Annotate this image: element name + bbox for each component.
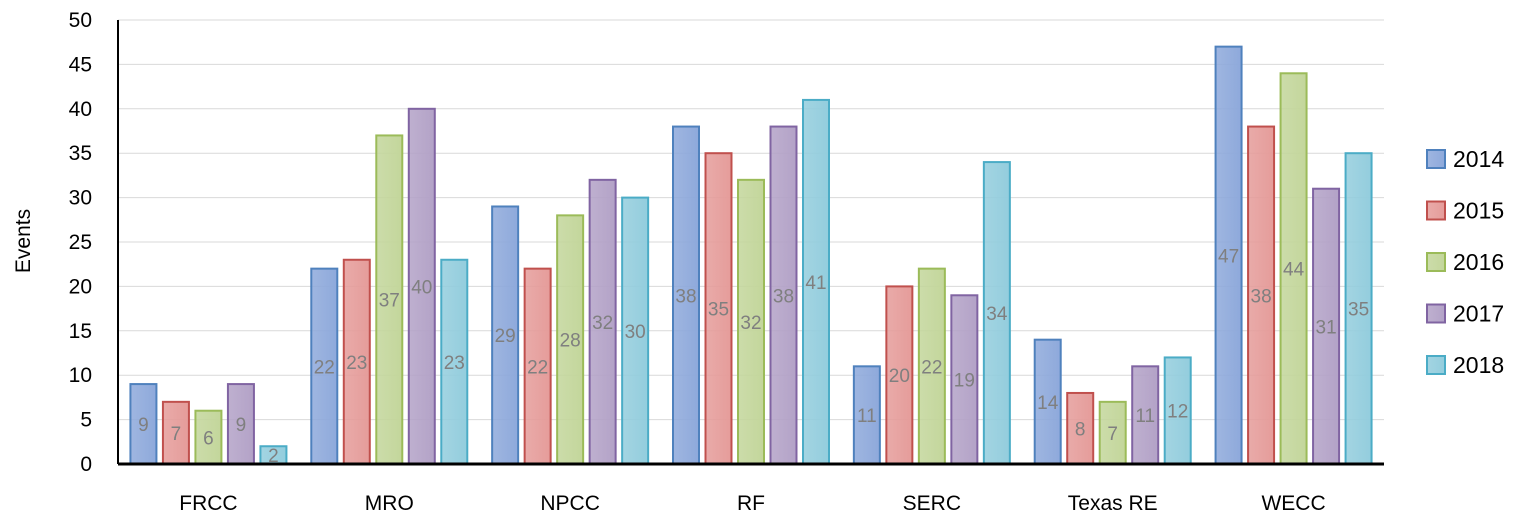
data-label: 31 xyxy=(1316,317,1337,338)
data-label: 11 xyxy=(857,406,877,427)
legend-label: 2014 xyxy=(1453,146,1504,172)
bar-texas-re-2018 xyxy=(1163,356,1192,465)
data-label: 28 xyxy=(560,331,581,352)
x-tick-label: Texas RE xyxy=(1068,492,1158,515)
bars xyxy=(129,45,1373,466)
data-label: 32 xyxy=(740,313,761,334)
bar-npcc-2015 xyxy=(523,267,552,466)
legend: 2014 2015 2016 2017 2018 xyxy=(1426,146,1504,378)
data-label: 35 xyxy=(708,300,729,321)
data-label: 14 xyxy=(1037,393,1059,414)
bar-npcc-2014 xyxy=(491,205,520,465)
y-tick-label: 50 xyxy=(69,9,92,32)
data-label: 38 xyxy=(675,286,696,307)
data-label: 40 xyxy=(411,277,432,298)
data-label: 47 xyxy=(1218,246,1239,267)
bar-serc-2018 xyxy=(982,161,1011,466)
data-label: 20 xyxy=(889,366,910,387)
bar-mro-2015 xyxy=(342,258,371,466)
bar-serc-2015 xyxy=(885,285,914,465)
bar-texas-re-2014 xyxy=(1033,338,1062,465)
legend-swatch xyxy=(1426,303,1446,324)
data-label: 9 xyxy=(236,415,247,436)
bar-wecc-2014 xyxy=(1214,45,1243,465)
bar-mro-2017 xyxy=(407,107,436,466)
y-tick-label: 5 xyxy=(80,409,92,432)
bar-texas-re-2016 xyxy=(1098,400,1127,465)
x-tick-label: MRO xyxy=(365,492,414,515)
legend-swatch xyxy=(1426,200,1446,221)
y-axis-label: Events xyxy=(12,209,35,273)
y-tick-label: 35 xyxy=(69,142,92,165)
y-tick-label: 25 xyxy=(69,231,92,254)
y-axis: 0 5 10 15 20 25 30 35 40 45 50 xyxy=(69,9,119,476)
data-label: 22 xyxy=(921,357,942,378)
y-tick-label: 15 xyxy=(69,320,92,343)
data-label: 2 xyxy=(268,446,279,467)
data-label: 23 xyxy=(346,353,367,374)
data-label: 37 xyxy=(379,291,400,312)
x-tick-label: FRCC xyxy=(179,492,237,515)
data-label: 8 xyxy=(1075,419,1086,440)
bar-wecc-2017 xyxy=(1312,187,1341,465)
bar-frcc-2016 xyxy=(194,409,223,465)
y-tick-label: 10 xyxy=(69,364,92,387)
x-tick-label: NPCC xyxy=(540,492,600,515)
y-tick-label: 20 xyxy=(69,275,92,298)
data-label: 34 xyxy=(986,304,1008,325)
data-label: 41 xyxy=(805,273,826,294)
data-label: 38 xyxy=(1251,286,1272,307)
y-tick-label: 40 xyxy=(69,98,92,121)
data-label: 7 xyxy=(171,424,182,445)
legend-label: 2018 xyxy=(1453,352,1504,378)
y-tick-label: 30 xyxy=(69,187,92,210)
x-axis: FRCC MRO NPCC RF SERC Texas RE WECC xyxy=(118,462,1384,515)
data-label: 38 xyxy=(773,286,794,307)
data-label: 35 xyxy=(1348,300,1369,321)
x-tick-label: RF xyxy=(737,492,765,515)
bar-mro-2016 xyxy=(375,134,404,465)
legend-label: 2016 xyxy=(1453,249,1504,275)
data-label: 11 xyxy=(1135,406,1155,427)
data-label: 9 xyxy=(138,415,149,436)
data-label: 12 xyxy=(1167,402,1188,423)
bar-texas-re-2017 xyxy=(1131,365,1160,466)
legend-swatch xyxy=(1426,355,1446,375)
bar-mro-2018 xyxy=(440,258,469,466)
bar-frcc-2017 xyxy=(226,383,255,465)
data-label: 30 xyxy=(625,322,646,343)
y-tick-label: 0 xyxy=(80,453,92,476)
bar-rf-2014 xyxy=(672,125,700,465)
legend-swatch xyxy=(1426,149,1446,169)
data-label: 7 xyxy=(1107,424,1118,445)
data-label: 44 xyxy=(1283,260,1305,281)
legend-label: 2015 xyxy=(1453,198,1504,224)
legend-swatch xyxy=(1426,252,1446,272)
data-label: 6 xyxy=(203,428,214,449)
x-tick-label: SERC xyxy=(903,492,961,515)
bar-texas-re-2015 xyxy=(1066,391,1095,465)
data-label: 22 xyxy=(527,357,548,378)
x-tick-label: WECC xyxy=(1261,492,1325,515)
bar-npcc-2016 xyxy=(556,214,585,465)
legend-label: 2017 xyxy=(1453,301,1504,327)
bar-frcc-2014 xyxy=(129,383,158,465)
data-label: 29 xyxy=(495,326,516,347)
data-label: 22 xyxy=(314,357,335,378)
bar-frcc-2015 xyxy=(161,400,190,465)
data-label: 23 xyxy=(444,353,465,374)
data-label: 32 xyxy=(592,313,613,334)
bar-wecc-2018 xyxy=(1344,152,1373,465)
y-tick-label: 45 xyxy=(69,53,92,76)
bar-wecc-2015 xyxy=(1247,125,1276,465)
bar-mro-2014 xyxy=(310,267,339,466)
data-label: 19 xyxy=(954,371,975,392)
bar-serc-2016 xyxy=(917,267,946,466)
